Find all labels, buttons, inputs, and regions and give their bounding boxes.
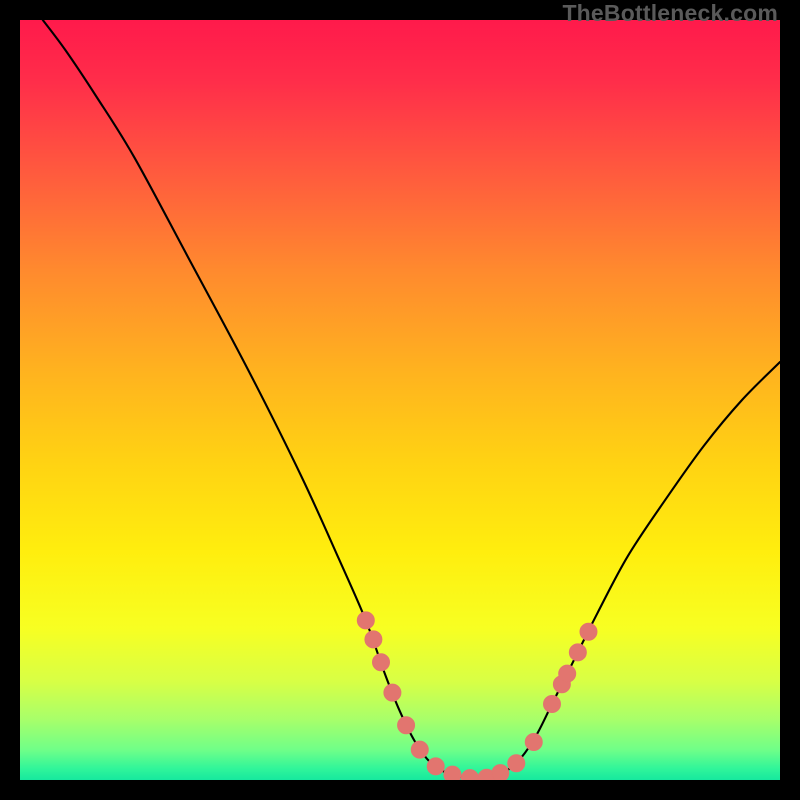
curve-marker (411, 741, 428, 758)
curve-marker (492, 765, 509, 780)
curve-marker (444, 766, 461, 780)
curve-marker (544, 696, 561, 713)
curve-marker (525, 734, 542, 751)
curve-marker (569, 644, 586, 661)
curve-marker (508, 755, 525, 772)
curve-marker (559, 665, 576, 682)
plot-area (20, 20, 780, 780)
chart-stage: TheBottleneck.com (0, 0, 800, 800)
curve-marker (373, 654, 390, 671)
curve-marker (365, 631, 382, 648)
curve-marker (357, 612, 374, 629)
watermark-text: TheBottleneck.com (562, 0, 778, 27)
curve-marker (398, 717, 415, 734)
curve-marker (384, 684, 401, 701)
gradient-background (20, 20, 780, 780)
curve-marker (427, 758, 444, 775)
curve-marker (580, 623, 597, 640)
plot-svg (20, 20, 780, 780)
